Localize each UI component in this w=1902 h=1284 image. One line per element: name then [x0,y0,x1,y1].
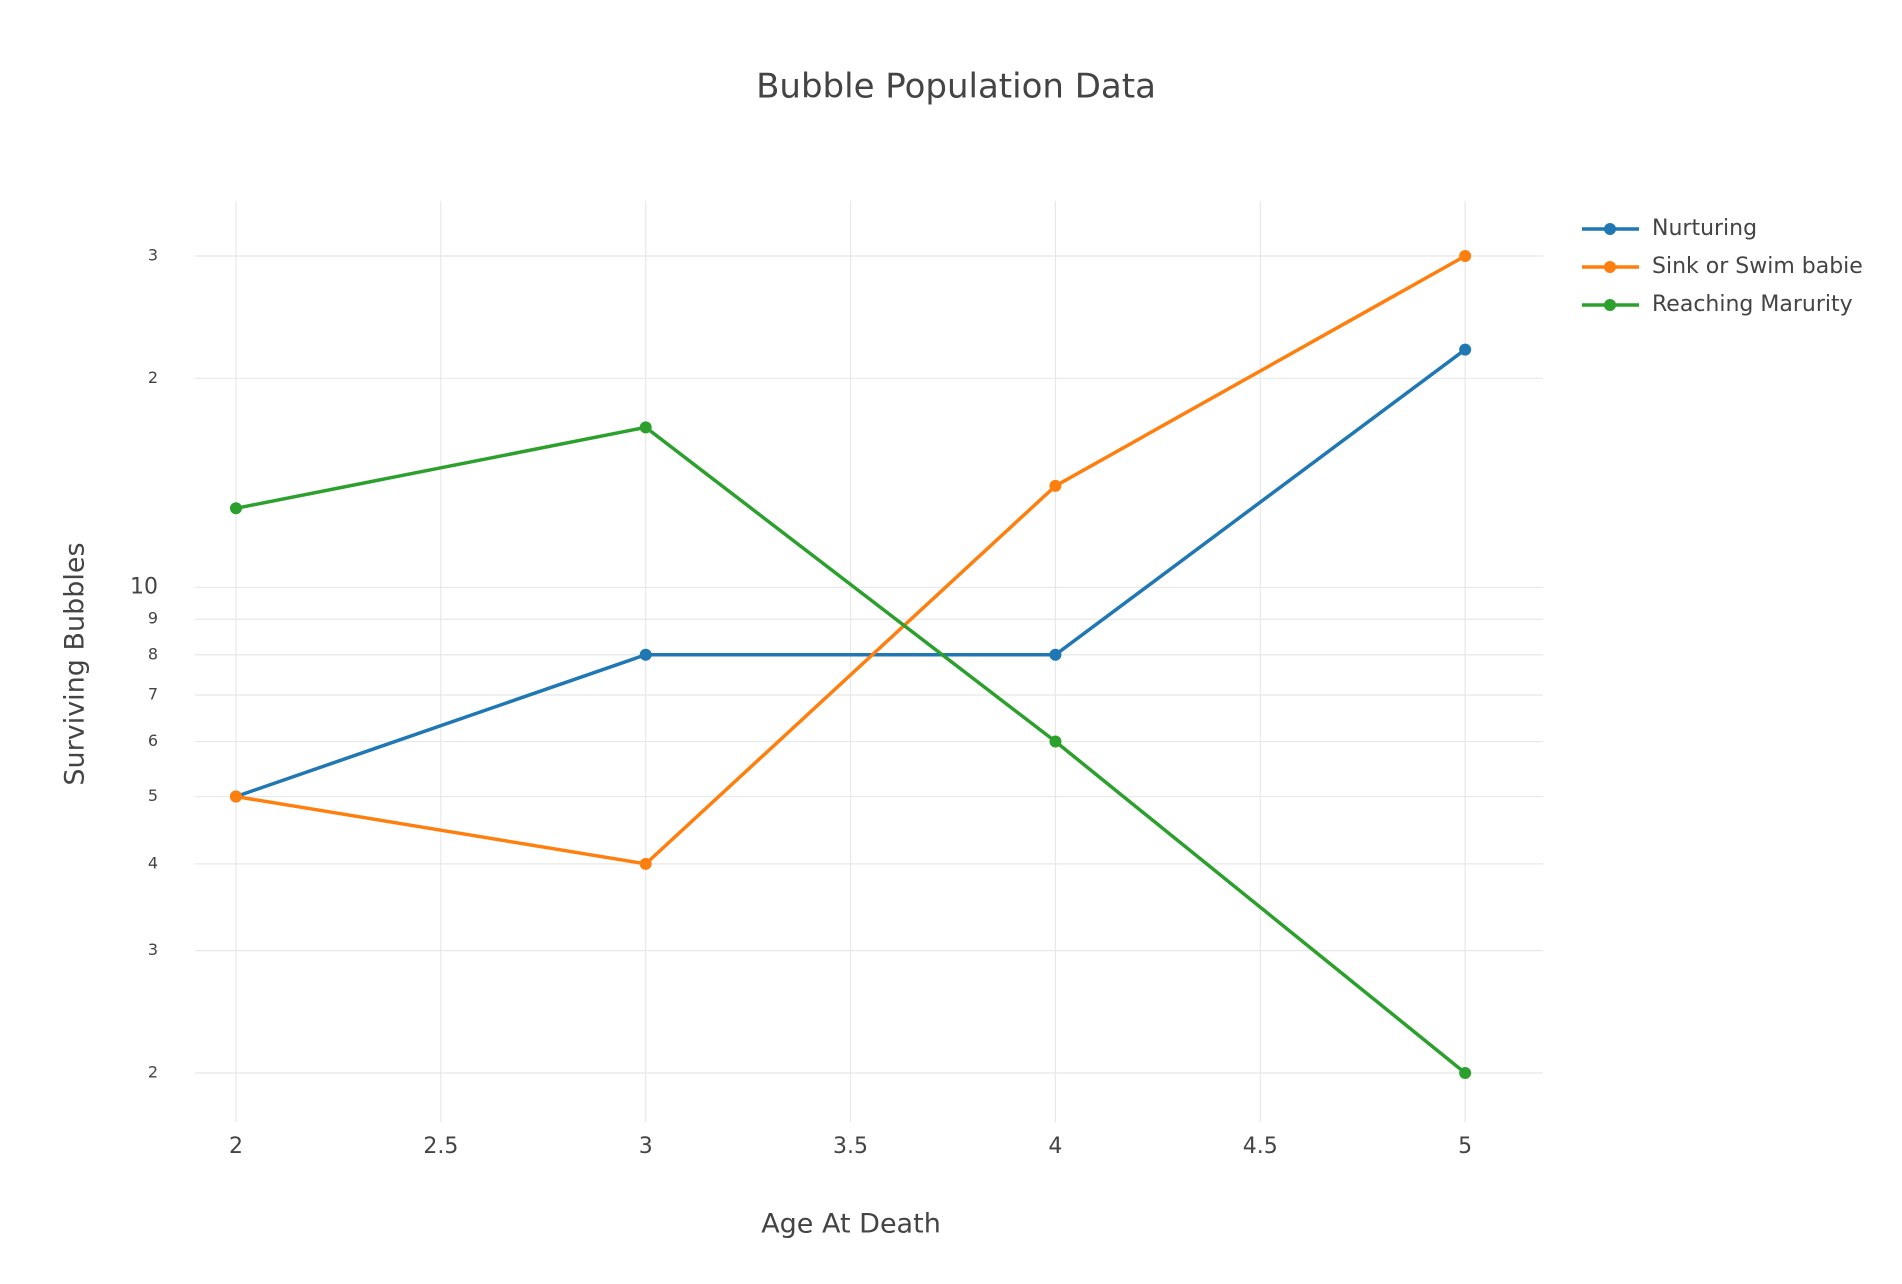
series-line [235,425,1467,1075]
y-axis-title: Surviving Bubbles [60,542,91,785]
data-point [229,502,242,515]
y-tick-label: 2 [148,368,158,387]
grid [195,201,1543,1122]
data-point [1049,648,1062,661]
x-tick-label: 5 [1458,1134,1472,1159]
legend-label: Sink or Swim babie [1652,254,1863,279]
series-line [235,254,1467,866]
data-point [1459,250,1472,263]
y-tick-label: 2 [148,1062,158,1081]
y-tick-label: 3 [148,246,158,265]
legend-label: Nurturing [1652,216,1757,241]
y-tick-label: 7 [148,685,158,704]
legend-label: Reaching Marurity [1652,292,1853,317]
legend-marker [1604,223,1616,235]
x-axis-title: Age At Death [761,1209,941,1240]
y-tick-label: 5 [148,786,158,805]
y-tick-label: 10 [130,574,158,599]
x-tick-label: 2 [229,1134,243,1159]
x-tick-label: 3 [639,1134,653,1159]
x-tick-label: 4 [1048,1134,1062,1159]
data-point [1459,343,1472,356]
data-point [1049,479,1062,492]
data-point [639,648,652,661]
legend-marker [1604,261,1616,273]
x-tick-label: 3.5 [833,1134,868,1159]
legend-marker [1604,299,1616,311]
y-tick-label: 8 [148,644,158,663]
data-point [1049,735,1062,748]
data-point [1459,1066,1472,1079]
chart-title: Bubble Population Data [756,67,1156,107]
y-tick-label: 6 [148,731,158,750]
data-point [639,421,652,434]
data-point [639,857,652,870]
x-tick-label: 2.5 [423,1134,458,1159]
data-point [229,790,242,803]
x-tick-label: 4.5 [1243,1134,1278,1159]
y-tick-label: 4 [148,853,158,872]
series-line [235,348,1467,799]
y-tick-label: 9 [148,609,158,628]
y-tick-label: 3 [148,940,158,959]
